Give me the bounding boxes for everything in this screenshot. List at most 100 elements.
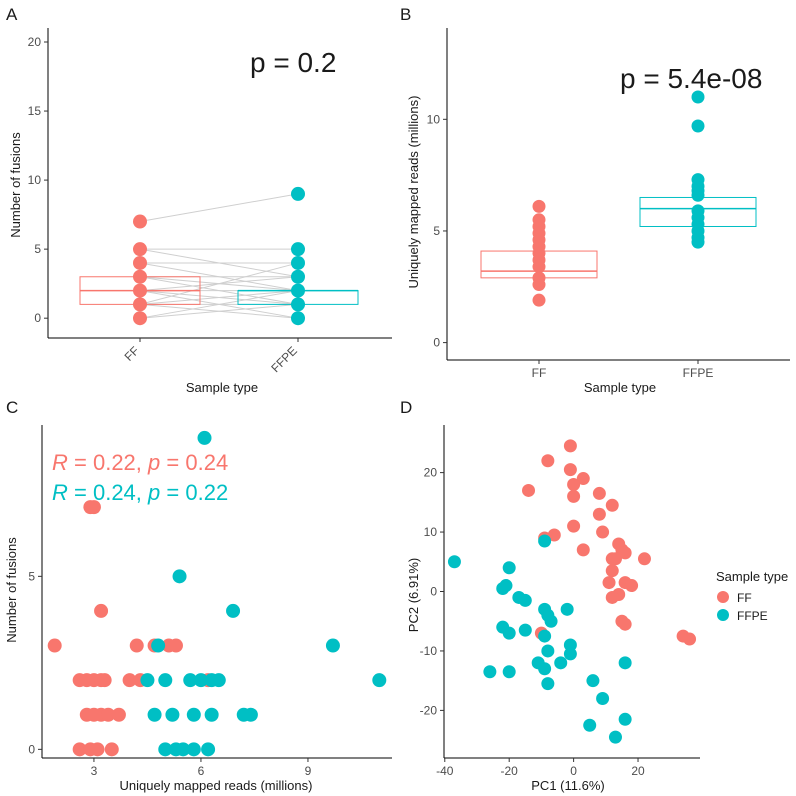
ffpe-point — [291, 269, 305, 284]
ff-point — [133, 214, 147, 229]
ffpe-point — [186, 707, 201, 722]
ffpe-point — [538, 629, 552, 643]
panel-b-pvalue: p = 5.4e-08 — [620, 63, 762, 94]
panel-c-stat-ff: R = 0.22, p = 0.24 — [52, 450, 228, 475]
ff-point — [683, 632, 697, 646]
ff-point — [596, 525, 610, 539]
ff-point — [522, 483, 536, 497]
ffpe-point — [291, 186, 305, 201]
ffpe-point — [291, 242, 305, 257]
ffpe-point — [183, 673, 198, 688]
ffpe-point — [201, 742, 216, 757]
ffpe-point — [243, 707, 258, 722]
ff-point — [133, 283, 147, 298]
ff-point — [111, 707, 126, 722]
panel-d-y-tick-label: -20 — [420, 703, 438, 717]
ffpe-point — [596, 692, 610, 705]
panel-a-pvalue: p = 0.2 — [250, 47, 336, 78]
ff-point — [602, 576, 616, 590]
ffpe-point — [586, 674, 600, 688]
legend-title: Sample type — [716, 569, 788, 584]
ffpe-point — [608, 730, 622, 744]
ff-point — [129, 638, 144, 653]
panel-d-ylabel: PC2 (6.91%) — [406, 558, 421, 632]
panel-a-y-tick-label: 20 — [28, 35, 42, 49]
ffpe-point — [538, 662, 552, 676]
ffpe-p-value: 0.22 — [185, 480, 228, 505]
ff-point — [122, 673, 137, 688]
ffpe-point — [226, 603, 241, 618]
ffpe-point — [483, 665, 497, 679]
ff-point — [563, 463, 577, 477]
legend: Sample type FF FFPE — [716, 569, 788, 623]
ffpe-point — [502, 561, 516, 575]
panel-a-y-tick-label: 15 — [28, 104, 42, 118]
ff-point — [133, 269, 147, 284]
ff-r-symbol: R — [52, 450, 68, 475]
ff-p-value: 0.24 — [185, 450, 228, 475]
ffpe-sep: , — [136, 480, 148, 505]
ffpe-point — [538, 534, 552, 548]
ffpe-point — [618, 712, 632, 726]
ff-point — [532, 278, 546, 292]
panel-c-x-tick-label: 3 — [91, 764, 98, 778]
panel-b-ylabel: Uniquely mapped reads (millions) — [406, 96, 421, 289]
panel-a-y-tick-label: 5 — [34, 242, 41, 256]
ff-point — [592, 507, 606, 521]
ffpe-r-symbol: R — [52, 480, 68, 505]
ff-sep: , — [136, 450, 148, 475]
panel-letter-c: C — [6, 398, 18, 417]
ff-point — [133, 297, 147, 312]
panel-letter-b: B — [400, 5, 411, 24]
ff-point — [90, 742, 105, 757]
ffpe-point — [560, 602, 574, 616]
panel-a-xlabel: Sample type — [186, 380, 258, 395]
ffpe-point — [518, 593, 532, 607]
ff-point — [532, 199, 546, 213]
ffpe-point — [563, 638, 577, 652]
ff-point — [637, 552, 651, 566]
ffpe-point — [583, 718, 597, 732]
ff-point — [133, 242, 147, 257]
ff-point — [104, 742, 119, 757]
paired-line — [139, 303, 299, 319]
ffpe-point — [291, 297, 305, 312]
ff-point — [608, 552, 622, 566]
ffpe-point — [372, 673, 387, 688]
panel-b: p = 5.4e-08 Sample type Uniquely mapped … — [406, 28, 790, 395]
paired-line — [139, 193, 299, 223]
ffpe-point — [541, 644, 555, 658]
ff-point — [563, 439, 577, 453]
ffpe-point — [193, 673, 208, 688]
ffpe-point — [554, 656, 568, 670]
panel-letter-d: D — [400, 398, 412, 417]
ff-point — [168, 638, 183, 653]
ffpe-point — [691, 235, 705, 249]
ffpe-point — [544, 614, 558, 628]
ffpe-point — [158, 742, 173, 757]
panel-d-y-tick-label: 0 — [430, 585, 437, 599]
ff-point — [133, 311, 147, 326]
panel-a-ylabel: Number of fusions — [8, 132, 23, 238]
ff-point — [133, 255, 147, 270]
ff-point — [532, 260, 546, 274]
ff-point — [567, 519, 581, 533]
ffpe-point — [172, 569, 187, 584]
ffpe-point — [291, 255, 305, 270]
ff-point — [101, 707, 116, 722]
panel-d-x-tick-label: -40 — [436, 764, 454, 778]
ff-r-value: 0.22 — [93, 450, 136, 475]
ff-point — [618, 617, 632, 631]
ffpe-point — [147, 707, 162, 722]
paired-line — [139, 290, 299, 305]
panel-b-y-tick-label: 0 — [433, 336, 440, 350]
ffpe-p-eq: = — [160, 480, 185, 505]
ff-p-symbol: p — [147, 450, 160, 475]
panel-c-x-tick-label: 9 — [305, 764, 312, 778]
legend-ff-swatch — [717, 591, 729, 603]
paired-line — [139, 262, 299, 305]
ff-point — [83, 500, 98, 515]
panel-b-y-tick-label: 5 — [433, 224, 440, 238]
ff-point — [605, 498, 619, 512]
